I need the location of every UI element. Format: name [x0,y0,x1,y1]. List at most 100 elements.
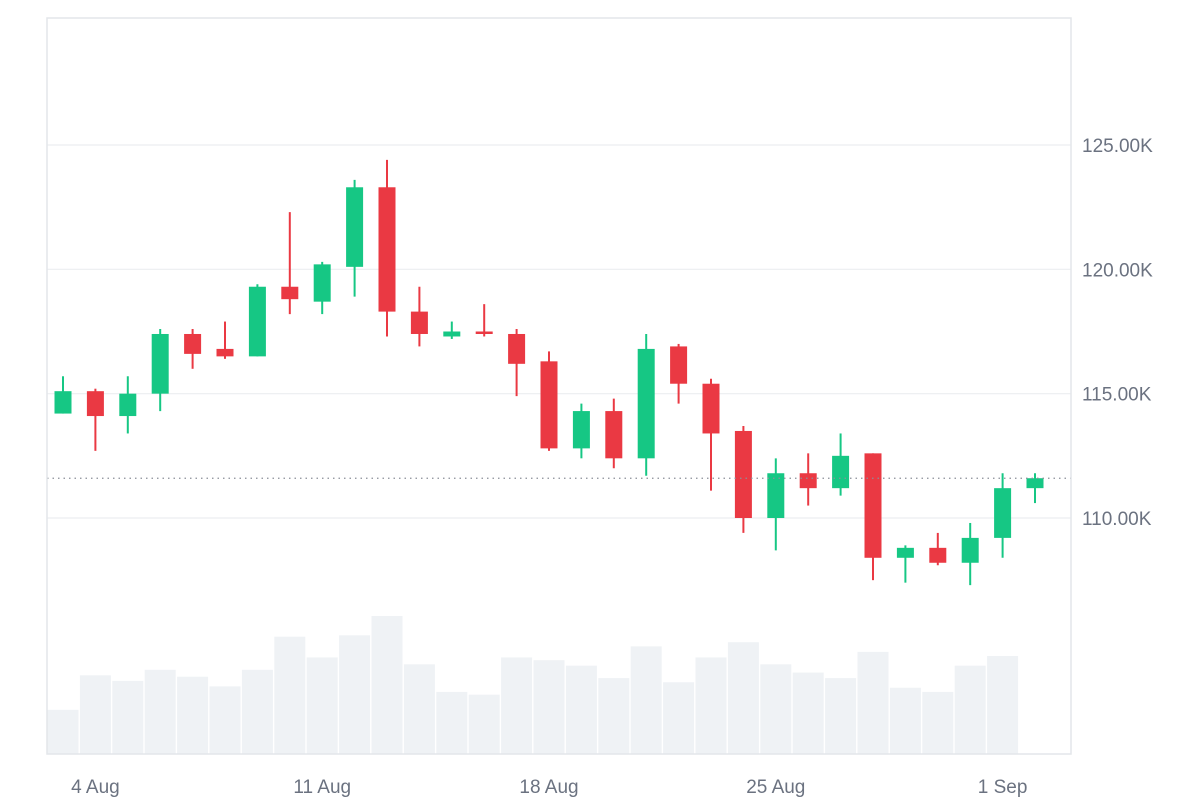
candle-up[interactable] [961,522,979,586]
volume-bar [274,636,306,754]
candle-up[interactable] [119,376,137,434]
volume-bar [630,646,662,754]
candle-body [864,453,882,558]
candle-down[interactable] [281,212,299,315]
candle-body [54,391,72,414]
candle-up[interactable] [896,545,914,583]
candle-body [670,346,688,384]
candle-down[interactable] [702,378,720,491]
candle-up[interactable] [767,458,785,551]
candle-up[interactable] [1026,473,1044,504]
volume-bar [371,616,403,754]
candle-down[interactable] [864,453,882,581]
candle-layer [54,159,1044,586]
candle-up[interactable] [248,284,266,357]
candle-down[interactable] [929,532,947,566]
candle-body [702,383,720,434]
volume-bar [209,686,241,754]
candle-body [281,286,299,300]
x-tick-label: 4 Aug [71,777,120,798]
x-tick-label: 18 Aug [519,777,578,798]
candle-up[interactable] [313,261,331,315]
candle-down[interactable] [799,453,817,506]
volume-bar [112,680,144,754]
candle-body [767,473,785,518]
y-tick-label: 120.00K [1082,260,1153,281]
x-axis: 4 Aug 11 Aug 18 Aug 25 Aug 1 Sep [71,777,1027,798]
candle-body [929,547,947,563]
volume-bar [468,694,500,754]
candle-body [832,455,850,489]
candle-body [508,333,526,364]
candle-body [410,311,428,334]
grid-layer [47,144,1071,519]
volume-bar [501,657,533,754]
volume-bar [663,682,695,754]
candle-body [799,473,817,489]
volume-bar [987,656,1019,754]
y-tick-label: 125.00K [1082,136,1153,157]
volume-bar [533,660,565,754]
candle-body [475,331,493,334]
candle-body [572,411,590,449]
candle-body [994,488,1012,538]
candle-up[interactable] [54,376,72,414]
volume-bar [727,642,759,754]
candle-down[interactable] [410,286,428,347]
candle-down[interactable] [86,388,104,451]
candle-down[interactable] [184,329,202,369]
volume-bar [922,691,954,754]
candle-body [216,348,234,357]
volume-layer [47,616,1019,754]
candle-up[interactable] [572,403,590,459]
candle-body [378,187,396,312]
candle-body [1026,478,1044,489]
candle-up[interactable] [443,321,461,339]
volume-bar [241,669,273,754]
candle-down[interactable] [216,321,234,359]
volume-bar [565,665,597,754]
candle-body [151,333,169,394]
volume-bar [403,664,435,754]
volume-bar [889,687,921,754]
x-tick-label: 1 Sep [978,777,1028,798]
candle-body [896,547,914,558]
candle-up[interactable] [346,179,364,297]
plot-border [46,17,1072,755]
x-tick-label: 25 Aug [746,777,805,798]
candle-up[interactable] [832,433,850,496]
candle-body [184,333,202,354]
candle-down[interactable] [378,159,396,337]
volume-bar [598,678,630,754]
candle-body [540,361,558,449]
candle-down[interactable] [508,329,526,397]
candle-down[interactable] [734,425,752,533]
volume-bar [954,665,986,754]
candle-up[interactable] [151,329,169,412]
candle-body [313,264,331,302]
candle-body [346,187,364,267]
candle-body [443,331,461,337]
volume-bar [792,672,824,754]
candle-body [86,391,104,417]
candle-up[interactable] [637,333,655,476]
candle-down[interactable] [670,343,688,404]
volume-bar [339,635,371,754]
chart-frame [46,17,1072,755]
volume-bar [857,651,889,754]
candle-down[interactable] [540,351,558,451]
candle-down[interactable] [475,304,493,337]
candle-body [119,393,137,417]
volume-bar [79,675,111,754]
candle-up[interactable] [994,473,1012,558]
volume-bar [144,669,176,754]
y-tick-label: 110.00K [1082,509,1152,530]
volume-bar [306,657,338,754]
candle-body [605,411,623,459]
volume-bar [177,676,209,754]
candle-body [961,537,979,563]
candle-down[interactable] [605,398,623,469]
x-tick-label: 11 Aug [293,777,351,798]
volume-bar [760,664,792,754]
